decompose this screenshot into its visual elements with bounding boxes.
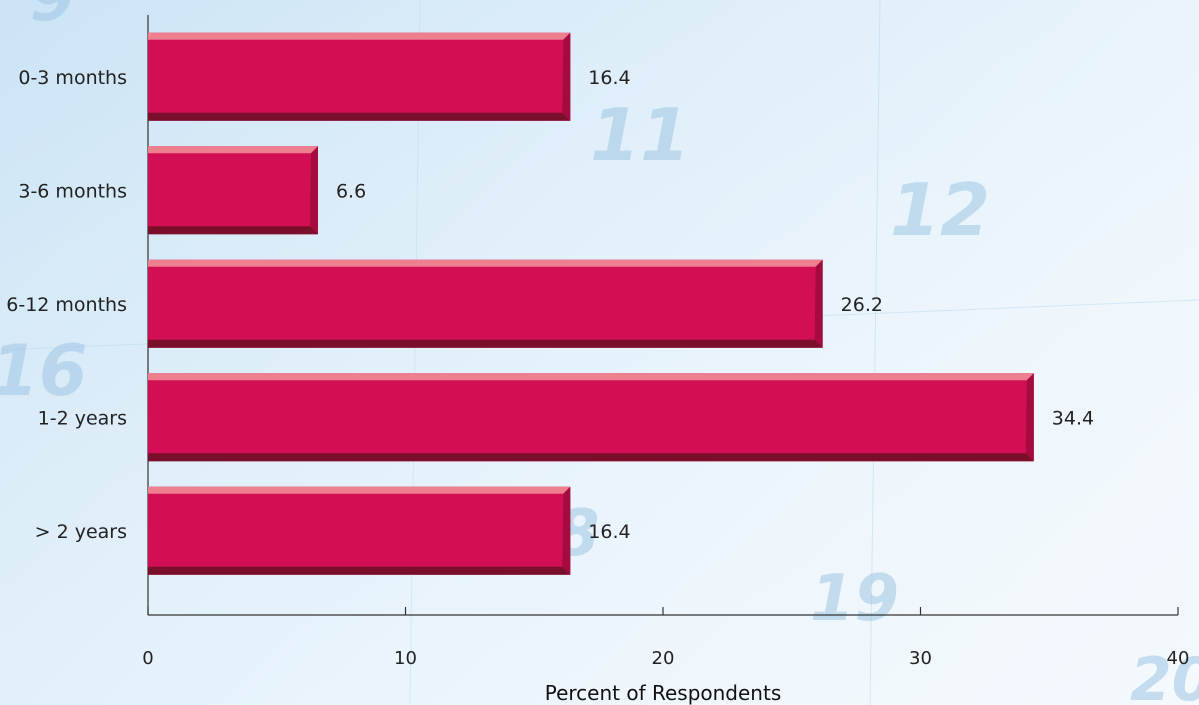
bar [148,373,1034,462]
bar [148,146,318,235]
bar-side-bevel [1025,373,1034,462]
bar-side-bevel [562,32,571,121]
y-category-label: 1-2 years [38,407,127,429]
bar-value-label: 6.6 [336,180,366,202]
svg-text:16: 16 [0,330,87,412]
svg-text:9: 9 [30,0,75,36]
y-category-label: > 2 years [35,521,127,543]
svg-text:19: 19 [810,562,899,636]
y-category-label: 3-6 months [18,180,127,202]
bar-top-bevel [148,146,318,154]
x-tick-label: 20 [652,648,675,669]
svg-text:12: 12 [890,168,990,252]
bar-group: > 2 years 16.4 [35,486,631,575]
x-tick-label: 40 [1167,648,1190,669]
bar-value-label: 16.4 [588,521,630,543]
bar-top-bevel [148,373,1034,381]
svg-text:20: 20 [1130,645,1199,705]
x-tick-label: 10 [394,648,417,669]
bar-bottom-bevel [148,453,1034,462]
bar [148,486,571,575]
bar-value-label: 16.4 [588,67,630,89]
bar-value-label: 26.2 [841,294,883,316]
bar-group: 3-6 months 6.6 [18,146,366,235]
bar-top-bevel [148,486,571,494]
bar-side-bevel [309,146,318,235]
y-category-label: 0-3 months [18,67,127,89]
svg-text:11: 11 [590,93,690,177]
y-category-label: 6-12 months [6,294,127,316]
x-axis-title: Percent of Respondents [545,681,782,705]
bar-value-label: 34.4 [1052,407,1094,429]
bar-bottom-bevel [148,112,571,121]
x-tick-label: 30 [909,648,932,669]
bar [148,32,571,121]
x-tick-label: 0 [142,648,153,669]
bar-side-bevel [562,486,571,575]
bar-group: 0-3 months 16.4 [18,32,631,121]
bar-bottom-bevel [148,339,823,348]
bar-group: 1-2 years 34.4 [38,373,1094,462]
bar-top-bevel [148,259,823,267]
bar-group: 6-12 months 26.2 [6,259,883,348]
bar-side-bevel [814,259,823,348]
bar [148,259,823,348]
bar-top-bevel [148,32,571,40]
plot-area: 0 10 20 30 40 Percent of Respondents 0-3 month… [6,15,1189,705]
bar-bottom-bevel [148,566,571,575]
bar-bottom-bevel [148,226,318,235]
